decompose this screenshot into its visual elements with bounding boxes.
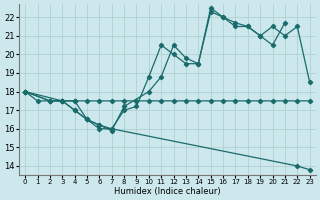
X-axis label: Humidex (Indice chaleur): Humidex (Indice chaleur) (114, 187, 221, 196)
